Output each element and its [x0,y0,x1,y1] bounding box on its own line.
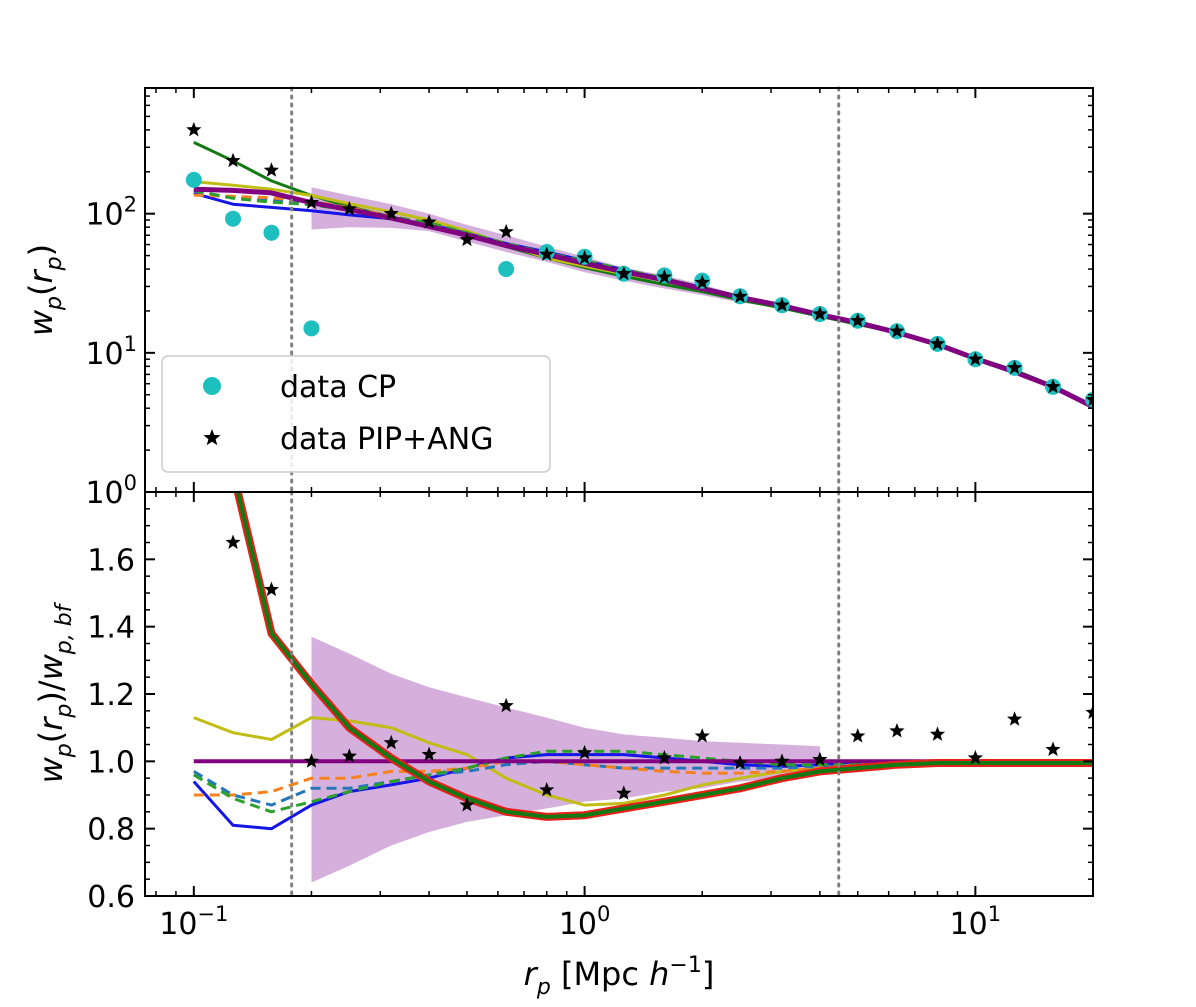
top-point-pip-ang [459,231,475,247]
legend-label-pip: data PIP+ANG [280,422,494,457]
bottom-reference-lines [290,490,841,898]
top-point-pip-ang [889,323,905,338]
bottom-point-pip-ang [539,781,555,797]
bottom-point-pip-ang [850,728,866,743]
bottom-point-pip-ang [421,746,437,762]
top-point-pip-ang [656,269,672,284]
bottom-line-teal-dash [193,759,1093,807]
top-point-pip-ang [186,121,202,137]
top-point-pip-ang [1085,391,1093,407]
top-point-pip-ang [341,201,357,216]
bottom-line-green-dash [193,749,1093,814]
top-y-tick-label: 102 [85,193,137,233]
bottom-point-pip-ang [1045,741,1061,757]
legend-box [161,355,551,473]
bottom-y-tick-label: 1.6 [87,543,135,578]
top-uncertainty-band [311,187,820,314]
top-plot-area [185,121,1093,409]
top-point-pip-ang [576,250,593,265]
x-tick-label: 100 [559,902,611,942]
legend: data CP data PIP+ANG [161,355,551,473]
bottom-point-pip-ang [616,785,632,800]
top-y-tick-label: 100 [85,471,137,511]
bottom-point-pip-ang [303,753,320,768]
bottom-axes-frame [144,491,1094,897]
top-y-axis-title: wp(rp) [22,244,67,336]
top-ticks [145,88,1093,493]
top-y-tick-label: 101 [85,332,137,372]
bottom-point-pip-ang [1006,711,1023,726]
bottom-point-pip-ang [732,755,748,770]
top-point-pip-ang [421,214,437,229]
bottom-panel: 0.6 0.8 1.0 1.2 1.4 1.6 10−1 100 101 wp(rp)/wp,… [32,490,1094,1000]
bottom-point-pip-ang [498,697,514,713]
top-point-pip-ang [383,205,399,221]
top-panel: 100 101 102 wp(rp) data CP data PIP+ANG [22,86,1094,511]
bottom-y-tick-label: 0.6 [87,880,135,915]
bottom-line-green [235,492,1093,819]
bottom-y-tick-label: 0.8 [87,813,135,848]
top-point-pip-ang [694,274,710,290]
bottom-point-pip-ang [263,581,280,597]
top-point-pip-ang [1006,359,1023,375]
x-tick-label: 101 [950,902,1002,942]
top-point-pip-ang [225,152,241,168]
top-point-pip-ang [774,297,790,312]
top-point-cp [303,320,320,337]
bottom-point-pip-ang [694,728,710,743]
top-point-pip-ang [1045,378,1061,394]
bottom-y-tick-label: 1.2 [87,678,135,713]
bottom-point-pip-ang [383,734,399,750]
bottom-point-pip-ang [1085,704,1093,719]
bottom-point-pip-ang [341,748,357,763]
top-point-pip-ang [812,306,828,321]
top-point-pip-ang [732,288,748,303]
bottom-point-pip-ang [774,753,790,768]
top-point-cp [185,171,202,188]
bottom-plot-area [192,492,1093,883]
legend-marker-star [203,429,221,446]
top-point-pip-ang [498,223,514,239]
bottom-point-pip-ang [576,744,593,760]
x-tick-label: 10−1 [159,902,228,942]
top-point-cp [225,210,242,227]
bottom-point-pip-ang [459,797,475,812]
x-axis-title: rp [Mpc h−1] [524,953,715,1000]
top-point-pip-ang [967,351,983,366]
top-point-pip-ang [850,312,866,328]
top-point-cp [498,261,515,278]
top-point-pip-ang [303,194,320,210]
top-point-pip-ang [539,246,555,261]
bottom-point-pip-ang [929,726,946,741]
bottom-point-pip-ang [967,749,983,765]
bottom-point-pip-ang [225,534,241,549]
top-point-pip-ang [263,162,280,177]
top-y-tick-labels: 100 101 102 [85,193,137,511]
top-point-pip-ang [929,335,946,351]
bottom-y-tick-label: 1.0 [87,745,135,780]
x-tick-labels: 10−1 100 101 [159,902,1001,942]
bottom-y-tick-label: 1.4 [87,611,135,646]
bottom-y-tick-labels: 0.6 0.8 1.0 1.2 1.4 1.6 [87,543,135,915]
legend-marker-circle [203,377,221,395]
top-point-cp [263,224,280,241]
bottom-y-axis-title: wp(rp)/wp, bf [32,601,77,783]
bottom-point-pip-ang [812,751,828,767]
bottom-ticks [145,492,1093,897]
legend-label-cp: data CP [280,370,396,405]
bottom-point-pip-ang [656,749,672,765]
top-point-pip-ang [616,265,632,281]
bottom-point-pip-ang [889,723,905,738]
